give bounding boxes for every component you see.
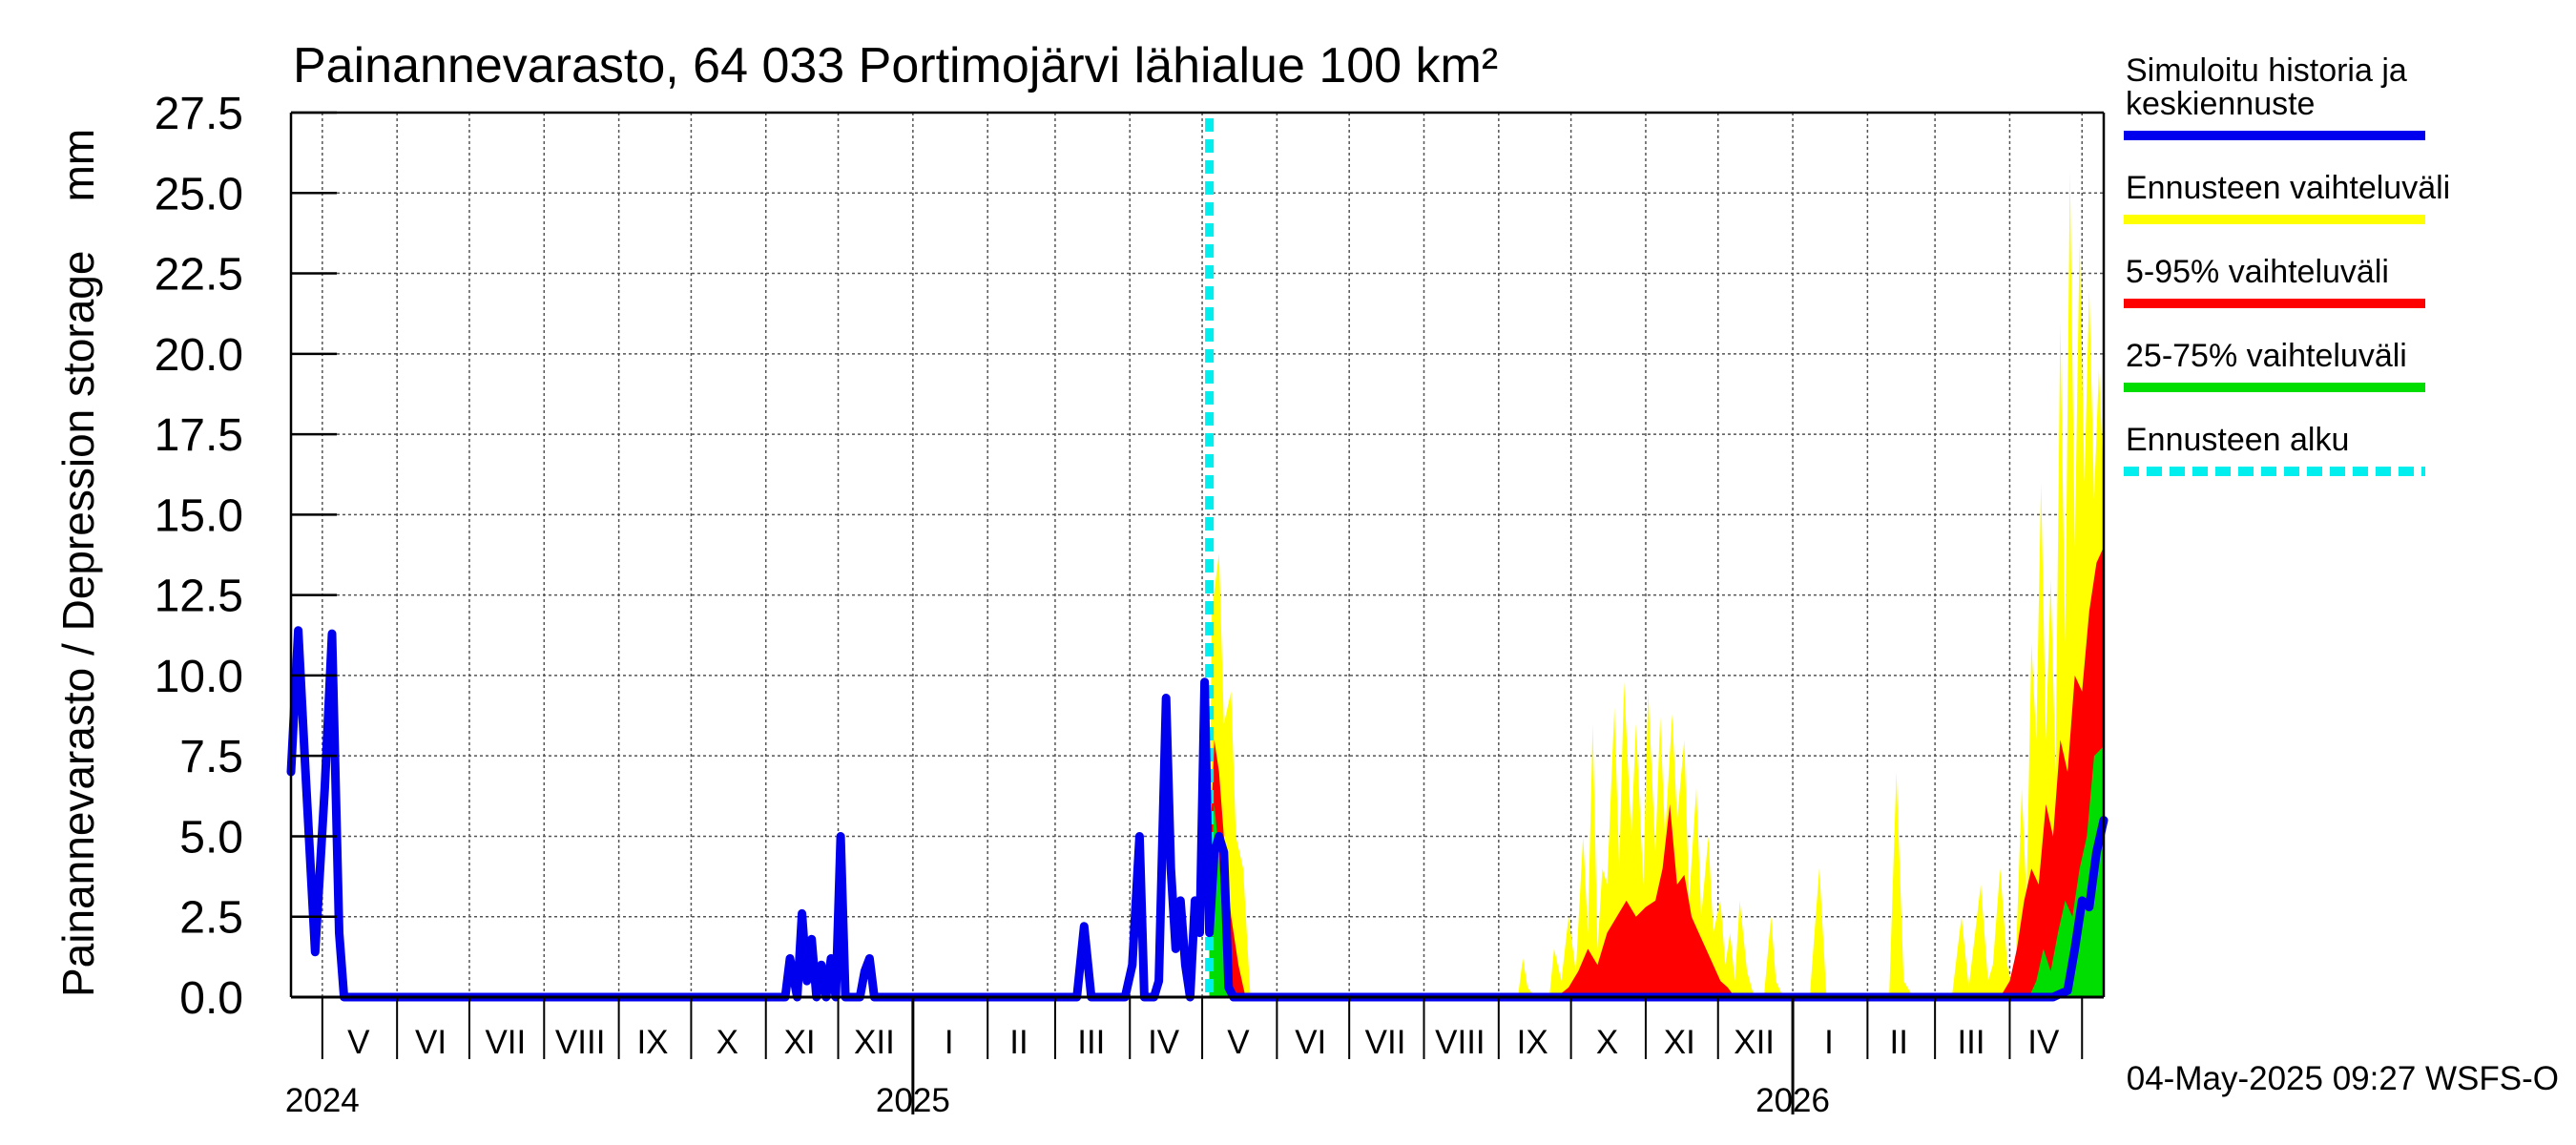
legend-label: Ennusteen alku — [2126, 422, 2349, 458]
y-tick-label: 7.5 — [179, 732, 243, 782]
y-tick-label: 15.0 — [155, 490, 243, 541]
month-label: VI — [1295, 1024, 1326, 1061]
month-label: II — [1890, 1024, 1908, 1061]
month-label: VII — [485, 1024, 526, 1061]
legend-label: 5-95% vaihteluväli — [2126, 254, 2389, 290]
month-label: VI — [415, 1024, 447, 1061]
y-tick-label: 20.0 — [155, 330, 243, 381]
month-label: X — [717, 1024, 738, 1061]
year-label: 2026 — [1755, 1082, 1830, 1119]
month-label: IX — [1517, 1024, 1548, 1061]
forecast-range-area-shape — [1209, 170, 2104, 997]
month-label: III — [1957, 1024, 1984, 1061]
month-label: XI — [1664, 1024, 1695, 1061]
chart-title: Painannevarasto, 64 033 Portimojärvi läh… — [293, 38, 1498, 94]
month-label: IX — [636, 1024, 668, 1061]
axes — [289, 111, 2106, 1114]
legend-label: keskiennuste — [2126, 86, 2315, 122]
footer-timestamp: 04-May-2025 09:27 WSFS-O — [2127, 1060, 2559, 1097]
month-label: V — [347, 1024, 370, 1061]
month-label: VII — [1365, 1024, 1406, 1061]
y-axis-label: Painannevarasto / Depression storage mm — [53, 129, 103, 997]
year-label: 2024 — [285, 1082, 360, 1119]
y-tick-label: 10.0 — [155, 652, 243, 702]
month-label: III — [1077, 1024, 1105, 1061]
x-tick-labels: V VI VII VIII IX X XI XII I II III IV V VI VII VIII IX X X… — [285, 1024, 2060, 1119]
y-tick-label: 2.5 — [179, 893, 243, 944]
percentile-5-95-area-shape — [1209, 547, 2104, 997]
y-tick-labels: 0.0 2.5 5.0 7.5 10.0 12.5 15.0 17.5 20.0 22.5 25.0… — [155, 89, 337, 1024]
month-label: XII — [1734, 1024, 1775, 1061]
legend-label: Ennusteen vaihteluväli — [2126, 170, 2450, 206]
month-label: V — [1227, 1024, 1250, 1061]
month-label: VIII — [1435, 1024, 1485, 1061]
y-tick-label: 25.0 — [155, 169, 243, 219]
y-tick-label: 27.5 — [155, 89, 243, 139]
y-tick-label: 5.0 — [179, 812, 243, 863]
forecast-range-area — [1209, 170, 2104, 997]
y-tick-label: 22.5 — [155, 250, 243, 301]
year-label: 2025 — [876, 1082, 950, 1119]
legend-label: Simuloitu historia ja — [2126, 52, 2407, 89]
y-tick-label: 12.5 — [155, 572, 243, 622]
legend-label: 25-75% vaihteluväli — [2126, 338, 2407, 374]
month-label: VIII — [555, 1024, 606, 1061]
month-label: IV — [2027, 1024, 2060, 1061]
month-label: XII — [854, 1024, 895, 1061]
month-label: IV — [1148, 1024, 1180, 1061]
month-label: I — [1824, 1024, 1834, 1061]
y-tick-label: 17.5 — [155, 410, 243, 461]
month-label: X — [1596, 1024, 1618, 1061]
month-label: I — [945, 1024, 954, 1061]
percentile-5-95-area — [1209, 547, 2104, 997]
y-tick-label: 0.0 — [179, 973, 243, 1024]
month-label: XI — [784, 1024, 816, 1061]
month-label: II — [1009, 1024, 1028, 1061]
